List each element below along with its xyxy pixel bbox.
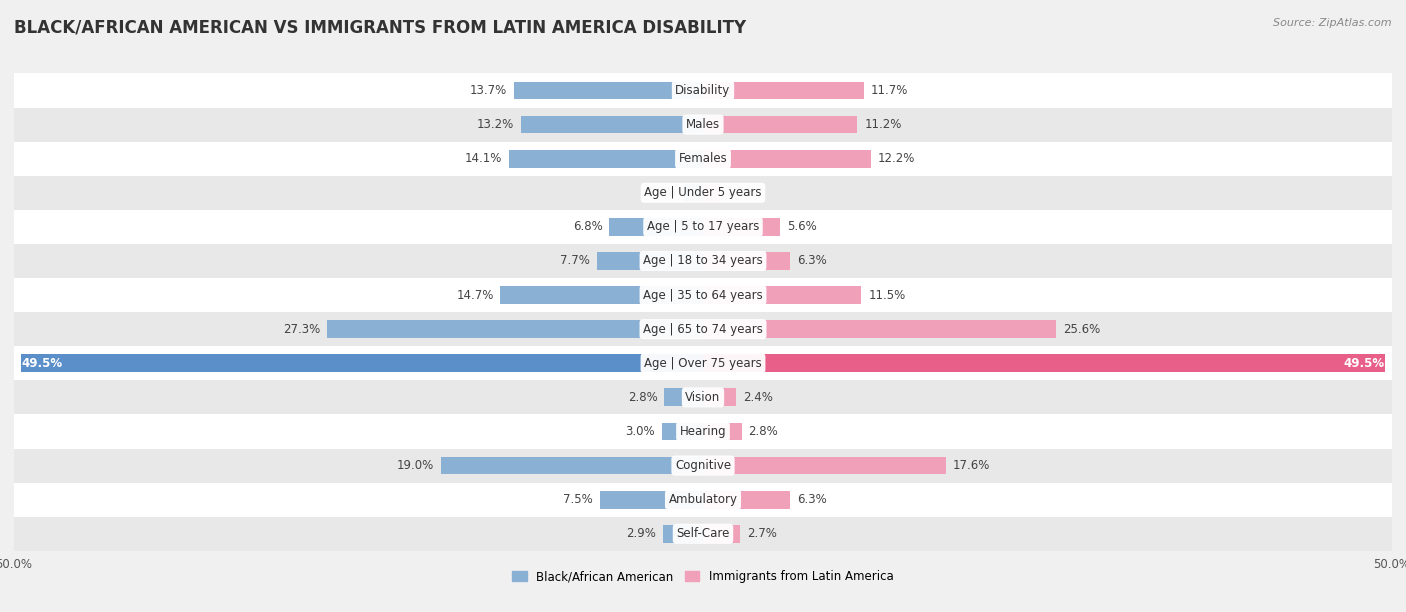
Text: 11.7%: 11.7% <box>872 84 908 97</box>
Bar <box>703 320 1056 338</box>
Bar <box>703 354 1385 372</box>
Text: 2.9%: 2.9% <box>626 528 657 540</box>
Text: 1.4%: 1.4% <box>647 186 676 200</box>
Bar <box>703 116 858 133</box>
Text: 7.7%: 7.7% <box>560 255 591 267</box>
Text: 2.8%: 2.8% <box>628 391 658 404</box>
Bar <box>509 150 703 168</box>
Text: 11.5%: 11.5% <box>869 289 905 302</box>
Text: Age | 5 to 17 years: Age | 5 to 17 years <box>647 220 759 233</box>
Text: 5.6%: 5.6% <box>787 220 817 233</box>
Bar <box>14 176 1392 210</box>
Text: 12.2%: 12.2% <box>877 152 915 165</box>
Text: Cognitive: Cognitive <box>675 459 731 472</box>
Text: 13.2%: 13.2% <box>477 118 515 131</box>
Text: BLACK/AFRICAN AMERICAN VS IMMIGRANTS FROM LATIN AMERICA DISABILITY: BLACK/AFRICAN AMERICAN VS IMMIGRANTS FRO… <box>14 18 747 36</box>
Bar <box>665 389 703 406</box>
Text: Vision: Vision <box>685 391 721 404</box>
Bar <box>703 525 740 543</box>
Text: 6.3%: 6.3% <box>797 493 827 506</box>
Bar <box>14 210 1392 244</box>
Bar <box>14 244 1392 278</box>
Text: 19.0%: 19.0% <box>396 459 434 472</box>
Bar <box>703 184 720 201</box>
Bar <box>326 320 703 338</box>
Text: 27.3%: 27.3% <box>283 323 321 335</box>
Bar <box>501 286 703 304</box>
Text: 13.7%: 13.7% <box>470 84 508 97</box>
Text: 25.6%: 25.6% <box>1063 323 1099 335</box>
Bar <box>14 141 1392 176</box>
Text: Disability: Disability <box>675 84 731 97</box>
Text: 6.3%: 6.3% <box>797 255 827 267</box>
Text: Hearing: Hearing <box>679 425 727 438</box>
Bar <box>14 449 1392 483</box>
Bar <box>703 286 862 304</box>
Text: 6.8%: 6.8% <box>572 220 602 233</box>
Bar <box>14 380 1392 414</box>
Bar <box>21 354 703 372</box>
Text: Age | 65 to 74 years: Age | 65 to 74 years <box>643 323 763 335</box>
Text: Males: Males <box>686 118 720 131</box>
Text: Ambulatory: Ambulatory <box>668 493 738 506</box>
Bar <box>703 218 780 236</box>
Text: Females: Females <box>679 152 727 165</box>
Bar <box>14 517 1392 551</box>
Bar <box>14 346 1392 380</box>
Text: Age | 35 to 64 years: Age | 35 to 64 years <box>643 289 763 302</box>
Text: Source: ZipAtlas.com: Source: ZipAtlas.com <box>1274 18 1392 28</box>
Bar <box>703 150 872 168</box>
Text: 1.2%: 1.2% <box>727 186 756 200</box>
Bar <box>598 252 703 270</box>
Bar <box>703 81 865 99</box>
Text: 2.7%: 2.7% <box>747 528 778 540</box>
Bar <box>599 491 703 509</box>
Bar <box>522 116 703 133</box>
Bar <box>14 73 1392 108</box>
Text: Age | Under 5 years: Age | Under 5 years <box>644 186 762 200</box>
Text: 14.7%: 14.7% <box>456 289 494 302</box>
Bar <box>703 423 741 440</box>
Bar <box>703 457 945 474</box>
Bar <box>14 108 1392 141</box>
Text: 2.8%: 2.8% <box>748 425 778 438</box>
Text: Age | 18 to 34 years: Age | 18 to 34 years <box>643 255 763 267</box>
Text: 17.6%: 17.6% <box>952 459 990 472</box>
Bar <box>662 423 703 440</box>
Text: 3.0%: 3.0% <box>626 425 655 438</box>
Bar <box>703 389 737 406</box>
Bar <box>703 491 790 509</box>
Bar <box>609 218 703 236</box>
Text: Age | Over 75 years: Age | Over 75 years <box>644 357 762 370</box>
Text: 49.5%: 49.5% <box>1344 357 1385 370</box>
Bar <box>683 184 703 201</box>
Text: Self-Care: Self-Care <box>676 528 730 540</box>
Text: 49.5%: 49.5% <box>21 357 62 370</box>
Text: 2.4%: 2.4% <box>742 391 773 404</box>
Bar <box>14 278 1392 312</box>
Bar <box>703 252 790 270</box>
Legend: Black/African American, Immigrants from Latin America: Black/African American, Immigrants from … <box>508 565 898 588</box>
Bar <box>14 414 1392 449</box>
Bar <box>14 312 1392 346</box>
Bar <box>14 483 1392 517</box>
Bar <box>441 457 703 474</box>
Text: 7.5%: 7.5% <box>562 493 593 506</box>
Text: 11.2%: 11.2% <box>865 118 901 131</box>
Text: 14.1%: 14.1% <box>464 152 502 165</box>
Bar <box>515 81 703 99</box>
Bar <box>664 525 703 543</box>
